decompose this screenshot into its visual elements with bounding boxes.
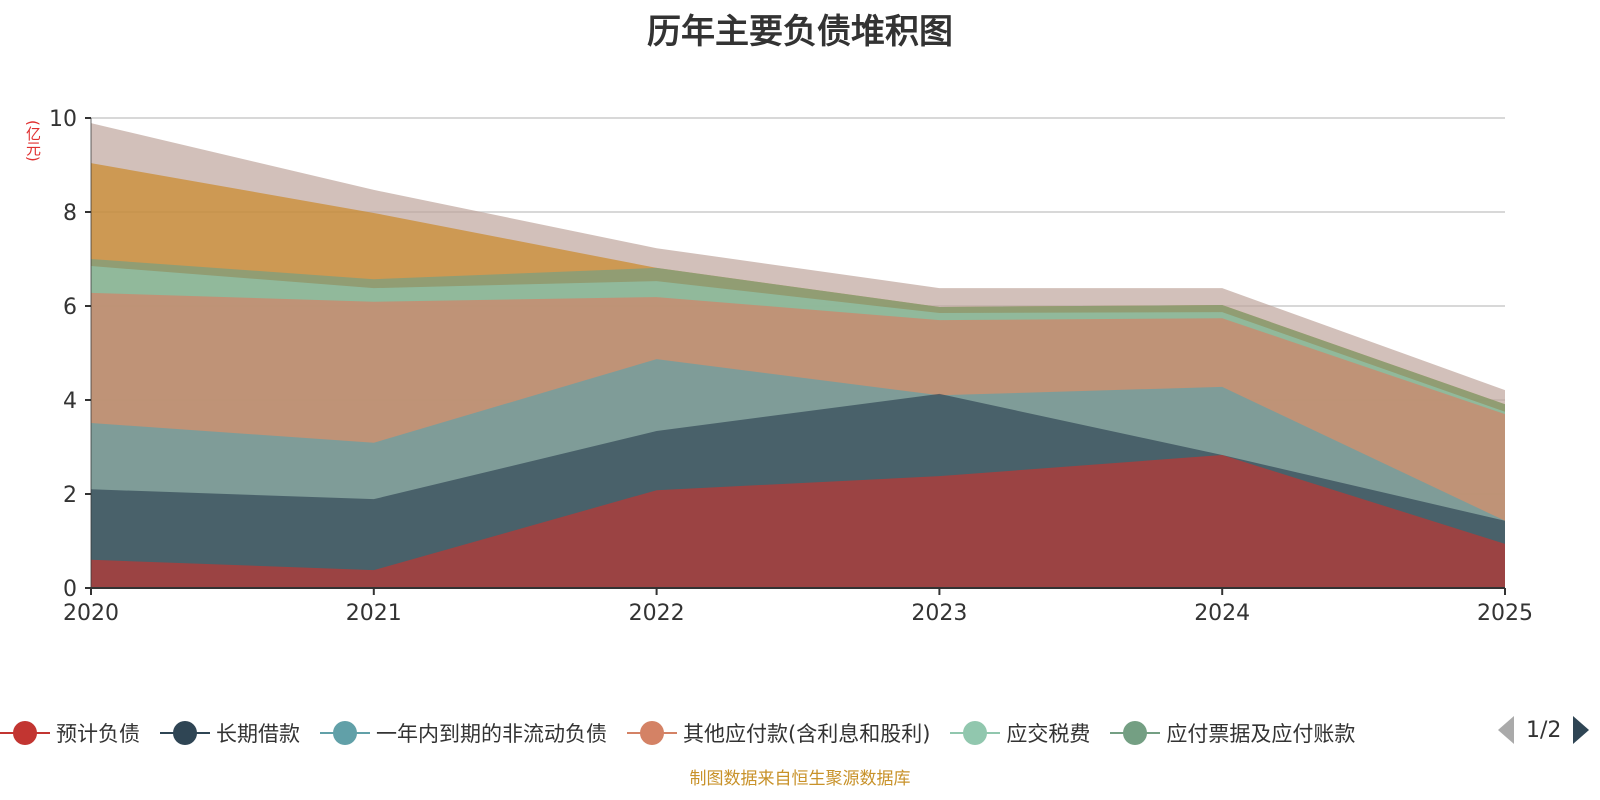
legend-label: 其他应付款(含利息和股利) <box>683 722 931 746</box>
legend-item[interactable]: 预计负债 <box>0 718 140 748</box>
y-tick-label: 4 <box>63 389 77 414</box>
legend-item[interactable]: 应付票据及应付账款 <box>1110 718 1355 748</box>
legend: 预计负债 长期借款 一年内到期的非流动负债 其他应付款(含利息和股利) 应交税费 应付票据… <box>0 716 1475 750</box>
legend-marker-icon <box>1110 721 1161 745</box>
chart-title: 历年主要负债堆积图 <box>647 12 953 52</box>
x-tick-label: 2025 <box>1477 601 1533 626</box>
legend-item[interactable]: 其他应付款(含利息和股利) <box>627 718 930 748</box>
y-tick-label: 2 <box>63 483 77 508</box>
legend-next-page-button[interactable] <box>1573 716 1590 744</box>
legend-label: 应交税费 <box>1006 722 1091 746</box>
y-tick-label: 6 <box>63 295 77 320</box>
y-tick-label: 10 <box>49 107 77 132</box>
legend-label: 应付票据及应付账款 <box>1166 722 1356 746</box>
legend-marker-icon <box>0 721 50 745</box>
legend-marker-icon <box>627 721 677 745</box>
legend-item[interactable]: 应交税费 <box>950 718 1090 748</box>
legend-page-indicator: 1/2 <box>1526 717 1562 743</box>
area-series <box>91 123 1505 589</box>
y-tick-label: 8 <box>63 201 77 226</box>
x-tick-label: 2022 <box>629 601 685 626</box>
stacked-area-chart: 0 2 4 6 8 10 2020 2021 2022 2023 2024 2025 <box>49 107 1533 626</box>
x-tick-label: 2020 <box>63 601 119 626</box>
legend-prev-page-button[interactable] <box>1498 716 1514 744</box>
legend-label: 一年内到期的非流动负债 <box>376 722 607 746</box>
x-tick-label: 2021 <box>346 601 402 626</box>
area-1 <box>91 454 1505 588</box>
x-tick-label: 2023 <box>911 601 967 626</box>
legend-marker-icon <box>160 721 210 745</box>
y-axis-unit-label: (亿元) <box>24 120 42 162</box>
legend-label: 长期借款 <box>216 722 300 746</box>
legend-marker-icon <box>950 721 1001 745</box>
legend-label: 预计负债 <box>56 722 140 746</box>
axes: 0 2 4 6 8 10 2020 2021 2022 2023 2024 2025 <box>49 107 1533 626</box>
data-source-note: 制图数据来自恒生聚源数据库 <box>689 769 911 789</box>
x-tick-label: 2024 <box>1194 601 1250 626</box>
legend-item[interactable]: 一年内到期的非流动负债 <box>320 718 607 748</box>
y-tick-label: 0 <box>63 577 77 602</box>
legend-pager: 1/2 <box>1498 716 1590 744</box>
legend-marker-icon <box>320 721 370 745</box>
legend-item[interactable]: 长期借款 <box>160 718 300 748</box>
